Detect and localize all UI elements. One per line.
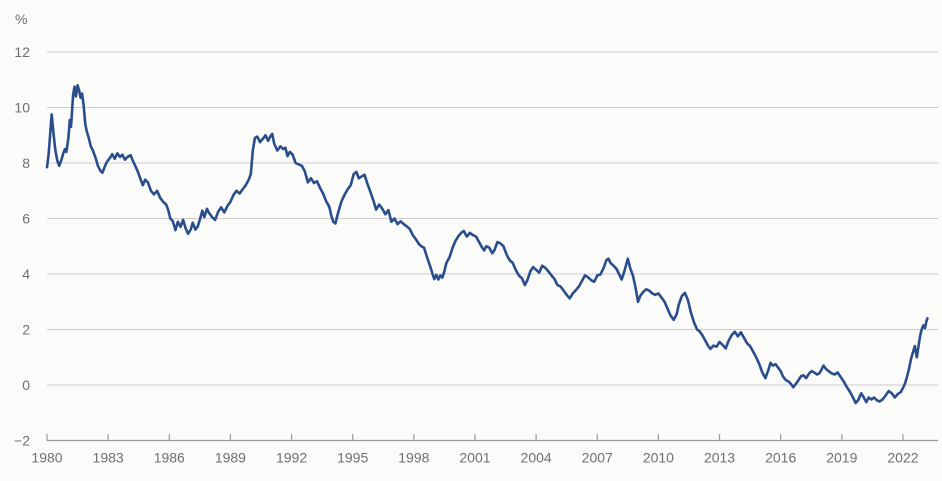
y-tick-label: 10 (14, 100, 30, 116)
series-line (45, 84, 929, 405)
x-tick-label: 1989 (215, 450, 246, 466)
x-tick-label: 2004 (521, 450, 552, 466)
y-tick-label: 4 (22, 266, 30, 282)
x-tick-label: 2001 (459, 450, 490, 466)
x-tick-label: 2016 (765, 450, 796, 466)
x-tick-label: 2007 (582, 450, 613, 466)
y-tick-label: 8 (22, 155, 30, 171)
x-tick-label: 2022 (887, 450, 918, 466)
x-tick-label: 1998 (398, 450, 429, 466)
y-tick-label: 2 (22, 322, 30, 338)
x-tick-label: 2013 (704, 450, 735, 466)
x-tick-label: 1986 (154, 450, 185, 466)
y-tick-label: 6 (22, 211, 30, 227)
x-tick-label: 1980 (31, 450, 62, 466)
x-tick-label: 2019 (826, 450, 857, 466)
y-tick-label: 12 (14, 44, 30, 60)
x-tick-label: 1995 (337, 450, 368, 466)
y-tick-label: 0 (22, 377, 30, 393)
y-tick-label: −2 (14, 433, 30, 449)
x-tick-label: 1992 (276, 450, 307, 466)
x-tick-label: 1983 (93, 450, 124, 466)
y-axis-unit-label: % (15, 11, 28, 27)
x-tick-label: 2010 (643, 450, 674, 466)
